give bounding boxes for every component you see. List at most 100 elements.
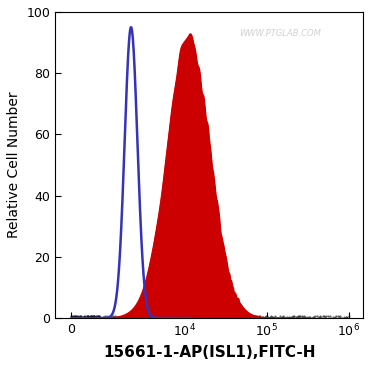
Point (245, 314, 250, 320)
Point (225, 313, 231, 319)
Point (316, 314, 322, 320)
Y-axis label: Relative Cell Number: Relative Cell Number (7, 92, 21, 238)
Point (196, 314, 202, 320)
Point (73, 314, 79, 320)
Point (209, 313, 215, 319)
Point (121, 314, 127, 320)
Point (74, 313, 80, 319)
Point (81, 313, 87, 319)
Point (80, 314, 86, 320)
Point (74, 313, 80, 319)
Point (95, 313, 101, 319)
Point (285, 315, 291, 321)
Point (231, 313, 237, 319)
Point (74, 314, 80, 320)
Point (295, 313, 301, 319)
Point (337, 313, 343, 319)
Point (199, 313, 205, 319)
Point (92, 315, 98, 321)
Point (133, 315, 139, 321)
Point (89, 313, 95, 319)
Point (95, 315, 101, 321)
Point (136, 313, 142, 319)
Point (228, 313, 234, 319)
Point (101, 314, 107, 320)
Point (88, 314, 94, 320)
Point (193, 313, 199, 319)
Point (322, 314, 328, 320)
Point (76, 314, 82, 320)
Point (120, 314, 126, 320)
Point (294, 314, 300, 320)
Point (93, 315, 99, 320)
Point (157, 313, 163, 319)
Point (217, 314, 223, 320)
Point (88, 313, 94, 319)
Point (124, 313, 130, 319)
Point (202, 313, 208, 319)
Point (84, 313, 90, 319)
Point (110, 313, 116, 319)
Point (142, 313, 148, 319)
Point (325, 313, 331, 319)
Point (320, 313, 326, 319)
Point (235, 315, 241, 321)
Point (91, 313, 97, 319)
Point (173, 315, 179, 320)
Point (211, 315, 217, 321)
Point (106, 315, 112, 321)
Point (254, 313, 260, 319)
Point (80, 315, 86, 321)
Point (330, 315, 336, 320)
Point (70, 314, 76, 320)
Point (237, 314, 243, 320)
Point (90, 313, 96, 319)
Point (71, 315, 77, 320)
Point (68, 313, 74, 319)
Point (290, 313, 296, 319)
Point (182, 315, 188, 321)
Point (149, 313, 155, 319)
Point (189, 313, 195, 319)
Point (82, 314, 88, 320)
Point (153, 313, 159, 319)
Point (102, 313, 108, 319)
Point (71, 313, 77, 319)
Point (208, 313, 213, 319)
Point (226, 315, 232, 320)
Point (239, 314, 245, 320)
Point (162, 313, 168, 319)
Point (287, 314, 293, 320)
Point (85, 315, 91, 320)
Point (267, 314, 273, 320)
Point (77, 313, 83, 319)
Point (273, 315, 279, 321)
Point (83, 315, 89, 321)
Point (158, 315, 164, 320)
Point (127, 314, 133, 320)
Point (84, 314, 90, 320)
Point (293, 314, 299, 320)
Point (272, 313, 278, 319)
Point (200, 313, 206, 319)
Point (80, 315, 85, 320)
Point (90, 315, 95, 321)
Point (70, 315, 75, 321)
Point (148, 315, 154, 320)
Point (232, 315, 238, 321)
Point (304, 315, 310, 320)
Point (346, 313, 352, 319)
Point (327, 313, 333, 319)
Point (241, 314, 247, 320)
Point (175, 313, 181, 319)
Point (91, 313, 97, 319)
Point (188, 315, 194, 321)
Point (72, 315, 78, 321)
Point (219, 313, 225, 319)
Point (130, 313, 135, 319)
Point (137, 314, 143, 320)
Point (92, 315, 98, 320)
Point (83, 313, 88, 319)
Point (116, 315, 122, 320)
Point (194, 313, 200, 319)
